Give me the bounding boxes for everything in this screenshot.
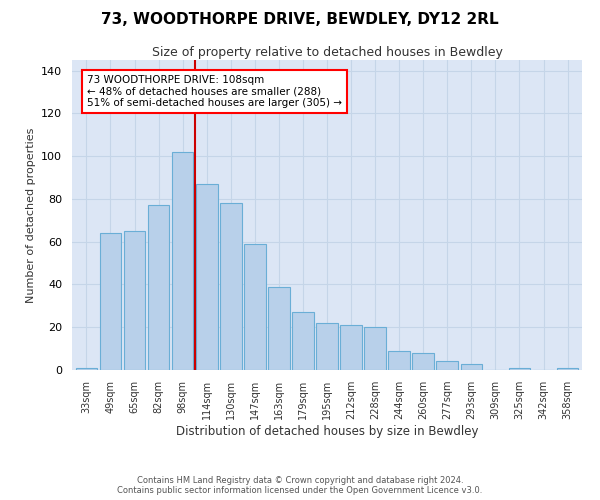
Bar xyxy=(196,184,218,370)
Bar xyxy=(124,231,145,370)
Bar xyxy=(172,152,193,370)
Bar xyxy=(557,368,578,370)
Text: 73 WOODTHORPE DRIVE: 108sqm
← 48% of detached houses are smaller (288)
51% of se: 73 WOODTHORPE DRIVE: 108sqm ← 48% of det… xyxy=(87,75,342,108)
Bar xyxy=(509,368,530,370)
Bar xyxy=(100,233,121,370)
Bar xyxy=(292,312,314,370)
Bar xyxy=(388,351,410,370)
Text: 73, WOODTHORPE DRIVE, BEWDLEY, DY12 2RL: 73, WOODTHORPE DRIVE, BEWDLEY, DY12 2RL xyxy=(101,12,499,28)
Bar xyxy=(364,327,386,370)
Bar xyxy=(436,362,458,370)
Text: Contains HM Land Registry data © Crown copyright and database right 2024.
Contai: Contains HM Land Registry data © Crown c… xyxy=(118,476,482,495)
X-axis label: Distribution of detached houses by size in Bewdley: Distribution of detached houses by size … xyxy=(176,425,478,438)
Bar xyxy=(220,203,242,370)
Bar xyxy=(268,286,290,370)
Bar xyxy=(148,206,169,370)
Bar xyxy=(412,353,434,370)
Bar xyxy=(316,323,338,370)
Bar xyxy=(244,244,266,370)
Y-axis label: Number of detached properties: Number of detached properties xyxy=(26,128,35,302)
Bar xyxy=(461,364,482,370)
Title: Size of property relative to detached houses in Bewdley: Size of property relative to detached ho… xyxy=(152,46,502,59)
Bar xyxy=(76,368,97,370)
Bar xyxy=(340,325,362,370)
